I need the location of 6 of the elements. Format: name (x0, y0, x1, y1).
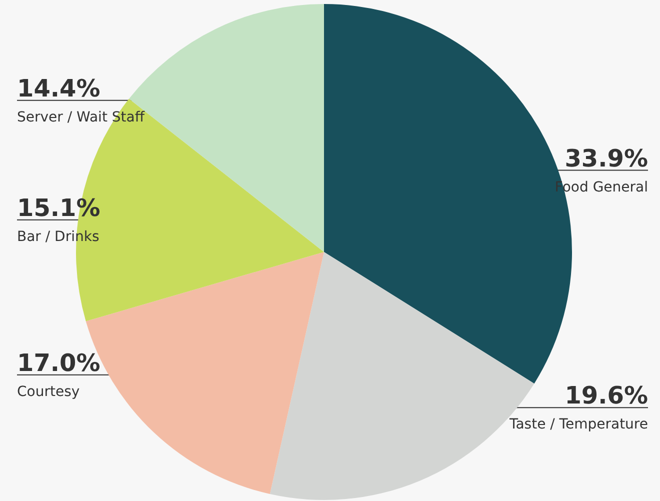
data-label: 33.9% (564, 144, 648, 172)
slice-label: Taste / Temperature (508, 416, 648, 433)
slice-label: Courtesy (17, 384, 80, 400)
data-label: 19.6% (564, 382, 648, 410)
data-label: 17.0% (17, 348, 100, 377)
data-label: 14.4% (17, 74, 100, 102)
